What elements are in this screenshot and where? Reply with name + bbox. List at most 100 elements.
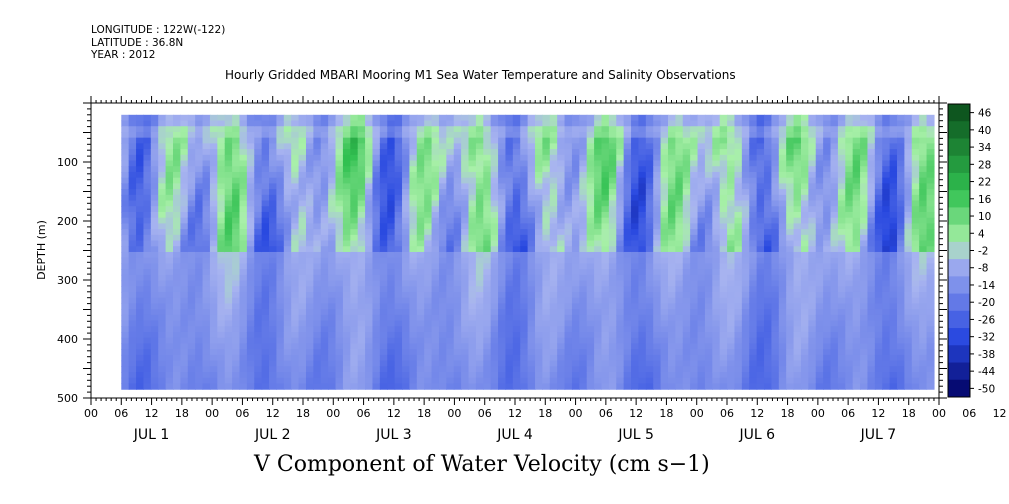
- heatmap-cell: [815, 377, 824, 385]
- heatmap-cell: [667, 257, 676, 265]
- heatmap-cell: [594, 200, 603, 207]
- heatmap-cell: [431, 331, 440, 339]
- heatmap-cell: [224, 114, 233, 122]
- heatmap-cell: [845, 263, 854, 270]
- heatmap-cell: [608, 200, 617, 207]
- heatmap-cell: [542, 349, 551, 356]
- heatmap-cell: [793, 377, 802, 385]
- heatmap-cell: [542, 177, 551, 184]
- heatmap-cell: [475, 383, 484, 390]
- heatmap-cell: [704, 366, 713, 373]
- heatmap-cell: [564, 143, 573, 150]
- heatmap-cell: [653, 171, 662, 179]
- heatmap-cell: [786, 320, 795, 327]
- heatmap-cell: [350, 383, 359, 390]
- heatmap-cell: [298, 269, 307, 276]
- heatmap-cell: [379, 269, 388, 276]
- heatmap-cell: [483, 154, 492, 162]
- heatmap-cell: [660, 320, 669, 327]
- heatmap-cell: [158, 320, 167, 327]
- heatmap-cell: [291, 149, 300, 156]
- heatmap-cell: [402, 280, 411, 287]
- heatmap-cell: [667, 206, 676, 213]
- heatmap-cell: [483, 223, 492, 230]
- heatmap-cell: [823, 383, 832, 390]
- heatmap-cell: [571, 269, 580, 276]
- heatmap-cell: [328, 286, 337, 293]
- heatmap-cell: [173, 366, 181, 373]
- heatmap-cell: [520, 343, 529, 350]
- heatmap-cell: [512, 326, 521, 333]
- heatmap-cell: [232, 326, 241, 333]
- heatmap-cell: [475, 154, 484, 162]
- heatmap-cell: [719, 126, 728, 133]
- heatmap-cell: [631, 240, 640, 247]
- heatmap-cell: [224, 211, 233, 219]
- heatmap-cell: [394, 337, 403, 345]
- heatmap-cell: [291, 314, 300, 322]
- heatmap-cell: [608, 160, 617, 167]
- heatmap-cell: [638, 211, 647, 219]
- heatmap-cell: [136, 143, 145, 150]
- heatmap-cell: [150, 189, 159, 196]
- heatmap-cell: [121, 377, 130, 385]
- heatmap-cell: [239, 223, 248, 230]
- heatmap-cell: [852, 194, 861, 202]
- heatmap-cell: [616, 171, 625, 179]
- heatmap-cell: [180, 246, 189, 253]
- heatmap-cell: [874, 354, 883, 362]
- heatmap-cell: [645, 149, 654, 156]
- heatmap-cell: [187, 131, 196, 139]
- heatmap-cell: [180, 137, 189, 144]
- heatmap-cell: [557, 160, 566, 167]
- heatmap-cell: [653, 349, 662, 356]
- heatmap-cell: [594, 303, 603, 310]
- heatmap-cell: [815, 137, 824, 144]
- heatmap-cell: [631, 269, 640, 276]
- heatmap-cell: [631, 297, 640, 305]
- heatmap-cell: [631, 372, 640, 379]
- heatmap-cell: [438, 240, 447, 247]
- heatmap-cell: [173, 234, 181, 242]
- heatmap-cell: [180, 154, 189, 162]
- heatmap-cell: [372, 114, 381, 122]
- heatmap-cell: [741, 360, 750, 367]
- heatmap-cell: [269, 303, 278, 310]
- heatmap-cell: [882, 366, 891, 373]
- heatmap-cell: [712, 251, 721, 259]
- heatmap-cell: [542, 246, 551, 253]
- heatmap-cell: [424, 349, 433, 356]
- heatmap-cell: [232, 234, 241, 242]
- heatmap-cell: [269, 189, 278, 196]
- heatmap-cell: [852, 297, 861, 305]
- heatmap-cell: [446, 331, 455, 339]
- heatmap-cell: [535, 154, 543, 162]
- heatmap-cell: [638, 251, 647, 259]
- heatmap-cell: [800, 349, 809, 356]
- heatmap-cell: [719, 257, 728, 265]
- heatmap-cell: [424, 240, 433, 247]
- heatmap-cell: [667, 194, 676, 202]
- heatmap-cell: [823, 286, 832, 293]
- heatmap-cell: [660, 154, 669, 162]
- heatmap-cell: [431, 383, 440, 390]
- heatmap-cell: [498, 143, 507, 150]
- heatmap-cell: [793, 303, 802, 310]
- heatmap-cell: [631, 114, 640, 122]
- heatmap-cell: [461, 217, 470, 224]
- heatmap-cell: [305, 320, 314, 327]
- heatmap-cell: [660, 263, 669, 270]
- heatmap-cell: [764, 183, 773, 190]
- heatmap-cell: [631, 309, 640, 316]
- heatmap-cell: [468, 229, 477, 236]
- heatmap-cell: [823, 343, 832, 350]
- heatmap-cell: [512, 194, 521, 202]
- heatmap-cell: [394, 126, 403, 133]
- heatmap-cell: [704, 326, 713, 333]
- heatmap-cell: [697, 240, 706, 247]
- heatmap-cell: [719, 331, 728, 339]
- heatmap-cell: [852, 331, 861, 339]
- heatmap-cell: [535, 280, 543, 287]
- heatmap-cell: [483, 217, 492, 224]
- heatmap-cell: [224, 223, 233, 230]
